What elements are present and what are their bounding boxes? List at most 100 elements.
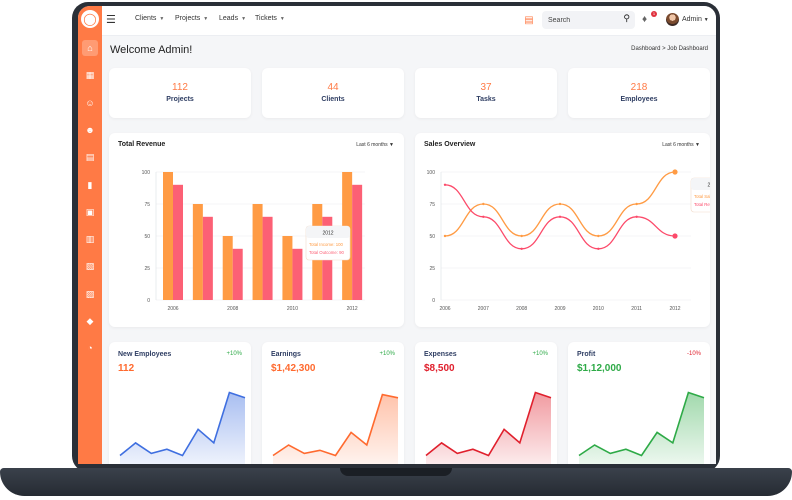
nav-clients[interactable]: Clients ▼ (135, 15, 164, 22)
stat-card-clients[interactable]: 44 Clients (262, 68, 404, 118)
search-icon[interactable]: ⚲ (623, 13, 630, 23)
ticket-icon[interactable]: ▣ (85, 206, 95, 217)
tooltip-year: 2012 (322, 231, 333, 237)
nav-tickets-label: Tickets (255, 15, 277, 22)
mini-card-title: Expenses (424, 351, 457, 358)
nav-leads-label: Leads (219, 15, 239, 22)
revenue-bar[interactable] (352, 184, 363, 300)
sales-point[interactable] (520, 247, 523, 250)
revenue-bar[interactable] (222, 236, 233, 300)
tooltip-line-1: Total Income: 100 (309, 242, 344, 247)
search-box: ⚲ (542, 11, 635, 29)
stat-value: 112 (172, 82, 188, 93)
sales-point[interactable] (443, 234, 447, 238)
sales-point[interactable] (672, 233, 678, 239)
revenue-title: Total Revenue (118, 141, 166, 148)
user-icon[interactable]: ☻ (85, 124, 95, 135)
app-screen: ◯ ⌂ ▦ ☺ ☻ ▤ ▮ ▣ ▥ ▧ ▨ ◆ ◔ ☰ Clients ▼ Projects ▼ Lead… (78, 6, 716, 464)
nav-projects-label: Projects (175, 15, 201, 22)
sales-point[interactable] (520, 234, 523, 238)
stat-value: 218 (630, 82, 648, 93)
y-tick-label: 50 (429, 234, 435, 240)
mini-card-new-employees[interactable]: New Employees +10% 112 (109, 342, 251, 464)
x-tick-label: 2010 (593, 306, 604, 312)
revenue-bar[interactable] (173, 184, 183, 300)
sales-point[interactable] (597, 234, 600, 238)
chart-icon[interactable]: ▮ (87, 179, 93, 190)
nav-projects[interactable]: Projects ▼ (175, 15, 208, 22)
y-tick-label: 100 (142, 170, 151, 176)
nav-leads[interactable]: Leads ▼ (219, 15, 246, 22)
mini-card-value: $8,500 (424, 363, 455, 374)
mini-card-line (578, 391, 705, 457)
stat-card-tasks[interactable]: 37 Tasks (415, 68, 557, 118)
globe-logo-icon[interactable]: ◯ (81, 10, 99, 28)
mini-card-chart (272, 393, 399, 464)
sales-point[interactable] (482, 215, 485, 218)
sales-point[interactable] (558, 215, 562, 218)
dashboard-icon[interactable]: ▦ (85, 70, 95, 81)
file-icon[interactable]: ▧ (85, 261, 95, 272)
mini-card-value: 112 (118, 363, 135, 374)
stat-label: Tasks (476, 96, 496, 103)
revenue-bar[interactable] (262, 216, 273, 300)
sales-range-label: Last 6 months (662, 142, 694, 148)
sales-point[interactable] (635, 215, 638, 218)
stat-card-employees[interactable]: 218 Employees (568, 68, 710, 118)
sales-point[interactable] (635, 202, 638, 206)
mini-card-area (426, 392, 551, 464)
chevron-down-icon: ▼ (389, 142, 394, 148)
stat-label: Employees (620, 96, 658, 103)
topbar: ☰ Clients▼ Projects▼ Leads▼ Tickets▼ ▤ ⚲… (102, 6, 716, 36)
sidebar: ◯ ⌂ ▦ ☺ ☻ ▤ ▮ ▣ ▥ ▧ ▨ ◆ ◔ (78, 6, 102, 464)
x-tick-label: 2011 (631, 306, 642, 312)
bell-icon[interactable]: ♦ (642, 14, 648, 25)
shield-icon[interactable]: ◆ (86, 316, 94, 326)
mini-card-earnings[interactable]: Earnings +10% $1,42,300 (262, 342, 404, 464)
revenue-bar[interactable] (202, 216, 213, 300)
revenue-bar[interactable] (292, 248, 303, 300)
sales-range-dropdown[interactable]: Last 6 months ▼ (662, 142, 700, 148)
sales-point[interactable] (672, 169, 678, 175)
revenue-bar[interactable] (192, 204, 203, 300)
mini-card-change: +10% (532, 351, 548, 357)
revenue-range-dropdown[interactable]: Last 6 months ▼ (356, 142, 394, 148)
mini-card-chart (425, 391, 552, 464)
file-text-icon[interactable]: ▨ (85, 288, 95, 299)
revenue-chart: 0 25 50 75 100 2006 2008 2010 2012 2012 Total Inco… (142, 170, 365, 312)
clock-icon[interactable]: ◔ (87, 343, 93, 354)
revenue-bar[interactable] (232, 248, 243, 300)
nav-tickets[interactable]: Tickets ▼ (255, 15, 285, 22)
revenue-bar[interactable] (163, 172, 173, 300)
mini-card-title: Profit (577, 351, 596, 358)
revenue-bar[interactable] (252, 204, 263, 300)
sales-point[interactable] (597, 247, 600, 250)
users-icon[interactable]: ☺ (85, 97, 95, 108)
stat-card-projects[interactable]: 112 Projects (109, 68, 251, 118)
document-icon[interactable]: ▤ (524, 15, 534, 26)
mini-card-expenses[interactable]: Expenses +10% $8,500 (415, 342, 557, 464)
y-tick-label: 100 (427, 170, 436, 176)
revenue-bar[interactable] (282, 236, 293, 300)
x-tick-label: 2009 (554, 306, 565, 312)
sales-point[interactable] (443, 183, 447, 186)
mini-card-profit[interactable]: Profit -10% $1,12,000 (568, 342, 710, 464)
sales-point[interactable] (482, 202, 485, 206)
tooltip-year: 2012 (707, 183, 710, 189)
tooltip-line-2: Total Revenue: 50 (694, 202, 710, 207)
breadcrumb[interactable]: Dashboard > Job Dashboard (631, 46, 708, 52)
revenue-range-label: Last 6 months (356, 142, 388, 148)
home-icon[interactable]: ⌂ (82, 40, 98, 56)
search-input[interactable] (548, 14, 618, 26)
sales-point[interactable] (558, 202, 562, 206)
menu-icon[interactable]: ☰ (106, 14, 116, 26)
y-tick-label: 0 (147, 298, 150, 304)
avatar[interactable] (666, 13, 679, 26)
stat-label: Projects (166, 96, 194, 103)
mini-card-chart (578, 391, 705, 464)
tooltip-line-1: Total Sales: 100 (694, 194, 710, 199)
document-icon[interactable]: ▤ (85, 152, 95, 163)
user-menu[interactable]: Admin ▼ (682, 16, 709, 23)
x-tick-label: 2008 (516, 306, 527, 312)
clipboard-icon[interactable]: ▥ (85, 234, 95, 245)
